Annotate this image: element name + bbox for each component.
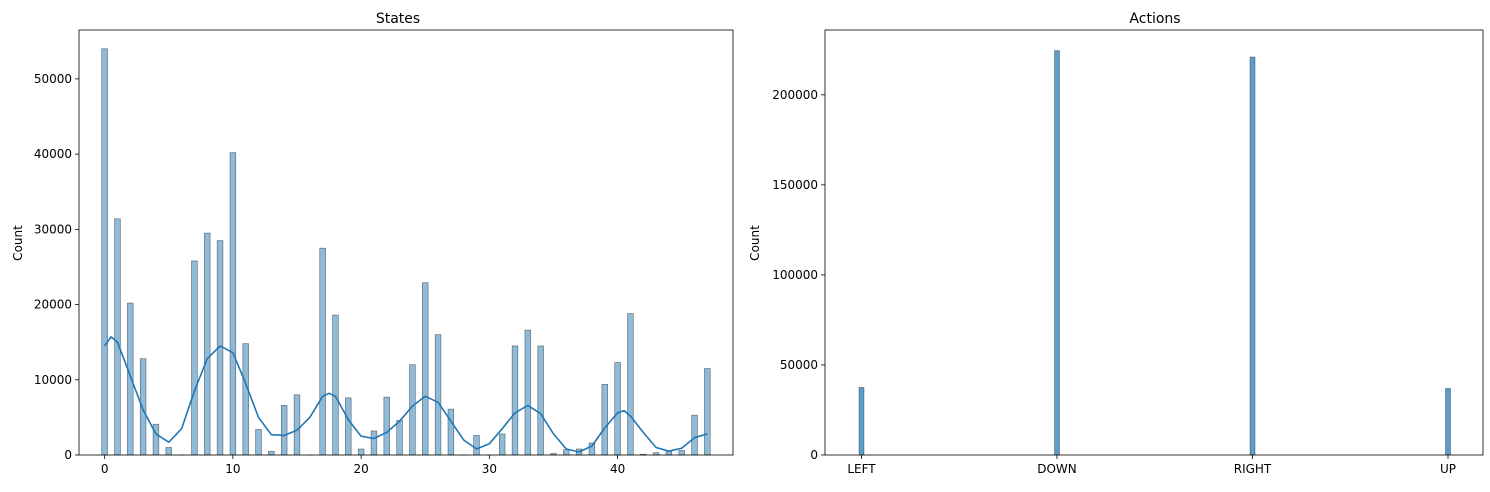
actions-plot-area: LEFT DOWN RIGHT UP 0 50000 100000 150000 200000 (772, 51, 1456, 476)
actions-chart: Actions Count LEFT DOWN RIGHT UP 0 50000 10000… (748, 11, 1483, 476)
states-bar (448, 409, 454, 455)
states-bar (256, 429, 262, 455)
states-bar (115, 219, 121, 455)
actions-bar (1055, 51, 1060, 455)
actions-bar (1250, 57, 1255, 455)
states-x-tick-label: 20 (353, 462, 368, 476)
states-bar (384, 397, 390, 455)
states-bar (602, 384, 608, 455)
states-bar (345, 398, 351, 455)
states-x-tick-label: 30 (482, 462, 497, 476)
states-bar (410, 365, 416, 455)
states-bar (422, 283, 428, 455)
actions-title: Actions (1129, 11, 1180, 27)
states-bar (371, 431, 377, 455)
states-bar (102, 49, 108, 455)
actions-y-axis-label: Count (748, 225, 762, 261)
states-bar (230, 153, 236, 455)
states-bar (320, 248, 326, 455)
actions-y-tick-label: 50000 (780, 358, 818, 372)
states-y-tick-label: 50000 (34, 72, 72, 86)
states-bar (538, 346, 544, 455)
actions-y-tick-label: 150000 (772, 178, 818, 192)
states-bar (192, 261, 198, 455)
states-x-tick-label: 10 (225, 462, 240, 476)
states-y-tick-label: 20000 (34, 298, 72, 312)
states-chart: States Count 0 10 20 30 40 0 10000 20000 30000 40… (11, 11, 733, 476)
actions-x-tick-label: LEFT (847, 462, 876, 476)
states-bar (628, 314, 634, 455)
actions-x-tick-label: UP (1440, 462, 1456, 476)
states-bar (281, 405, 287, 455)
states-bar (358, 449, 364, 455)
states-bar (692, 415, 698, 455)
states-bar (615, 362, 621, 455)
actions-y-tick-label: 200000 (772, 88, 818, 102)
states-y-tick-label: 0 (64, 448, 72, 462)
actions-bar (859, 387, 864, 455)
states-bar (294, 395, 300, 455)
actions-y-tick-label: 0 (810, 448, 818, 462)
actions-bar (1446, 388, 1451, 455)
states-bar (127, 303, 133, 455)
states-title: States (376, 11, 420, 27)
states-x-tick-label: 40 (610, 462, 625, 476)
states-bar (435, 335, 441, 455)
states-bar (474, 435, 480, 455)
actions-axes-frame (825, 30, 1483, 455)
states-x-tick-label: 0 (101, 462, 109, 476)
states-bar (499, 434, 505, 455)
states-bar (333, 315, 339, 455)
actions-x-tick-label: RIGHT (1234, 462, 1272, 476)
states-bar (204, 233, 210, 455)
states-bar (243, 344, 249, 455)
states-bar (679, 450, 685, 455)
states-bar (704, 368, 710, 455)
states-bar (563, 450, 569, 455)
states-bar (166, 447, 172, 455)
states-bar (525, 330, 531, 455)
states-axes-frame (79, 30, 733, 455)
states-y-axis-label: Count (11, 225, 25, 261)
states-bar (268, 451, 274, 455)
states-y-tick-label: 10000 (34, 373, 72, 387)
states-y-tick-label: 30000 (34, 222, 72, 236)
states-y-tick-label: 40000 (34, 147, 72, 161)
actions-x-tick-label: DOWN (1037, 462, 1077, 476)
states-bar (397, 420, 403, 455)
actions-y-tick-label: 100000 (772, 268, 818, 282)
states-plot-area: 0 10 20 30 40 0 10000 20000 30000 40000 50000 (34, 49, 710, 476)
states-bar (512, 346, 518, 455)
